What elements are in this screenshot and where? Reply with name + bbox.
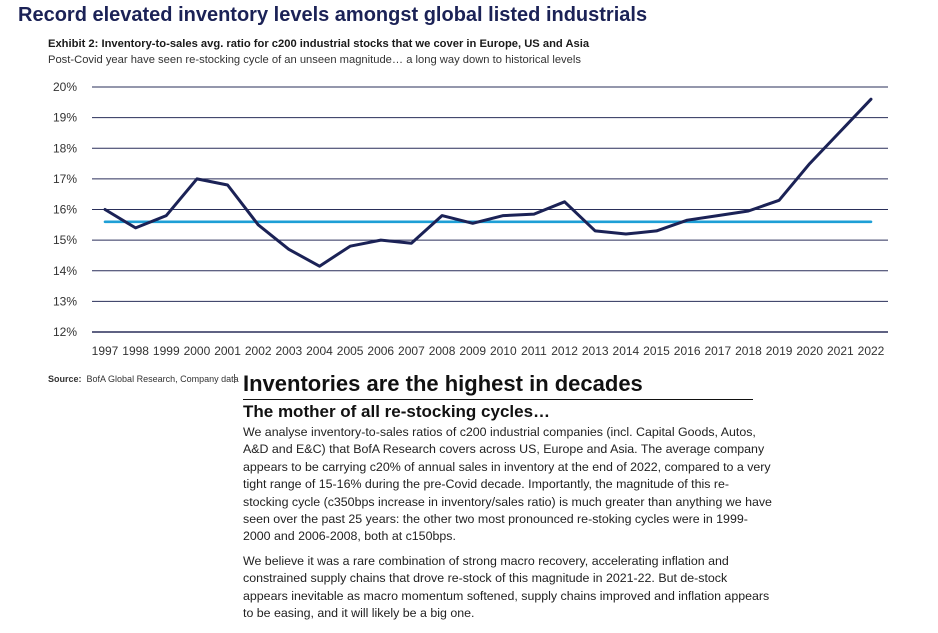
x-tick-label: 2015: [643, 344, 670, 358]
x-axis-ticks: 1997 1998 1999 2000 2001 2002 2003 2004 2005 2006…: [92, 344, 885, 358]
x-tick-label: 2013: [582, 344, 609, 358]
section-headline: Inventories are the highest in decades: [243, 371, 753, 400]
x-tick-label: 2008: [429, 344, 456, 358]
inventory-to-sales-line-chart: 12% 13% 14% 15% 16% 17% 18% 19% 20% 1997 1998 1999…: [53, 80, 888, 358]
y-tick-label: 20%: [53, 80, 77, 94]
x-tick-label: 2006: [367, 344, 394, 358]
y-tick-label: 16%: [53, 203, 77, 217]
x-tick-label: 2005: [337, 344, 364, 358]
x-tick-label: 2007: [398, 344, 425, 358]
page-title: Record elevated inventory levels amongst…: [18, 4, 648, 26]
exhibit-title: Exhibit 2: Inventory-to-sales avg. ratio…: [48, 38, 590, 50]
x-tick-label: 2016: [674, 344, 701, 358]
x-tick-label: 2010: [490, 344, 517, 358]
x-tick-label: 2011: [521, 344, 547, 358]
x-tick-label: 2000: [184, 344, 211, 358]
series-line-inventory-to-sales: [103, 97, 873, 268]
x-tick-label: 2021: [827, 344, 854, 358]
x-tick-label: 2002: [245, 344, 272, 358]
source-label: Source:: [48, 374, 82, 384]
x-tick-label: 2017: [704, 344, 731, 358]
x-tick-label: 1997: [92, 344, 119, 358]
x-tick-label: 1998: [122, 344, 149, 358]
y-tick-label: 14%: [53, 264, 77, 278]
series-lines: [103, 97, 873, 268]
x-tick-label: 2018: [735, 344, 762, 358]
x-tick-label: 2019: [766, 344, 793, 358]
x-tick-label: 2003: [275, 344, 302, 358]
y-tick-label: 15%: [53, 233, 77, 247]
x-tick-label: 2004: [306, 344, 333, 358]
source-note: Source: BofA Global Research, Company da…: [48, 374, 239, 384]
x-tick-label: 2009: [459, 344, 486, 358]
y-tick-label: 13%: [53, 294, 77, 308]
y-axis-ticks: 12% 13% 14% 15% 16% 17% 18% 19% 20%: [53, 80, 77, 339]
exhibit-subtitle: Post-Covid year have seen re-stocking cy…: [48, 54, 581, 66]
y-tick-label: 18%: [53, 141, 77, 155]
source-text: BofA Global Research, Company data: [86, 374, 239, 384]
x-tick-label: 2012: [551, 344, 578, 358]
y-tick-label: 17%: [53, 172, 77, 186]
x-tick-label: 2022: [858, 344, 885, 358]
source-divider: [234, 374, 235, 383]
x-tick-label: 2001: [214, 344, 241, 358]
gridlines: [92, 86, 888, 333]
body-paragraph-1: We analyse inventory-to-sales ratios of …: [243, 425, 772, 544]
x-tick-label: 1999: [153, 344, 180, 358]
y-tick-label: 19%: [53, 111, 77, 125]
y-tick-label: 12%: [53, 325, 77, 339]
body-paragraph-2: We believe it was a rare combination of …: [243, 554, 770, 621]
x-tick-label: 2014: [613, 344, 640, 358]
x-tick-label: 2020: [796, 344, 823, 358]
section-subheadline: The mother of all re-stocking cycles…: [243, 402, 551, 421]
